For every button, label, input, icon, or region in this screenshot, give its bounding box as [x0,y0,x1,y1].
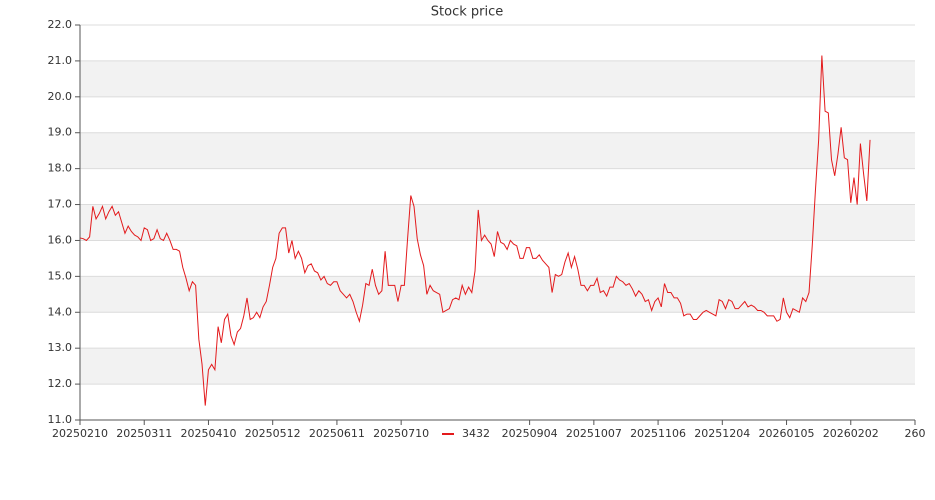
grid-band [80,132,915,169]
x-tick-label: 20260105 [759,427,815,440]
y-tick-label: 20.0 [48,90,73,103]
x-tick-label: 20251007 [566,427,622,440]
x-tick-label: 20260202 [823,427,879,440]
x-tick-label: 20250611 [309,427,365,440]
y-tick-label: 22.0 [48,18,73,31]
x-tick-label: 20251204 [694,427,750,440]
x-tick-label: 260 [905,427,926,440]
x-tick-label: 20250311 [116,427,172,440]
y-tick-label: 18.0 [48,162,73,175]
y-tick-label: 12.0 [48,377,73,390]
x-tick-label: 20250210 [52,427,108,440]
x-tick-label: 20250410 [180,427,236,440]
chart-title: Stock price [431,5,503,20]
legend-background [436,426,496,442]
y-tick-label: 19.0 [48,126,73,139]
y-tick-label: 11.0 [48,413,73,426]
y-tick-label: 13.0 [48,341,73,354]
grid-band [80,276,915,313]
y-tick-label: 17.0 [48,198,73,211]
grid-band [80,348,915,385]
x-tick-label: 20250904 [502,427,558,440]
line [79,55,871,406]
x-tick-label: 20250710 [373,427,429,440]
x-tick-label: 20251106 [630,427,686,440]
y-tick-label: 21.0 [48,54,73,67]
y-tick-label: 16.0 [48,233,73,246]
y-tick-label: 14.0 [48,305,73,318]
x-tick-label: 20250512 [245,427,301,440]
grid-band [80,60,915,97]
y-tick-label: 15.0 [48,269,73,282]
legend-label: 3432 [462,427,490,440]
